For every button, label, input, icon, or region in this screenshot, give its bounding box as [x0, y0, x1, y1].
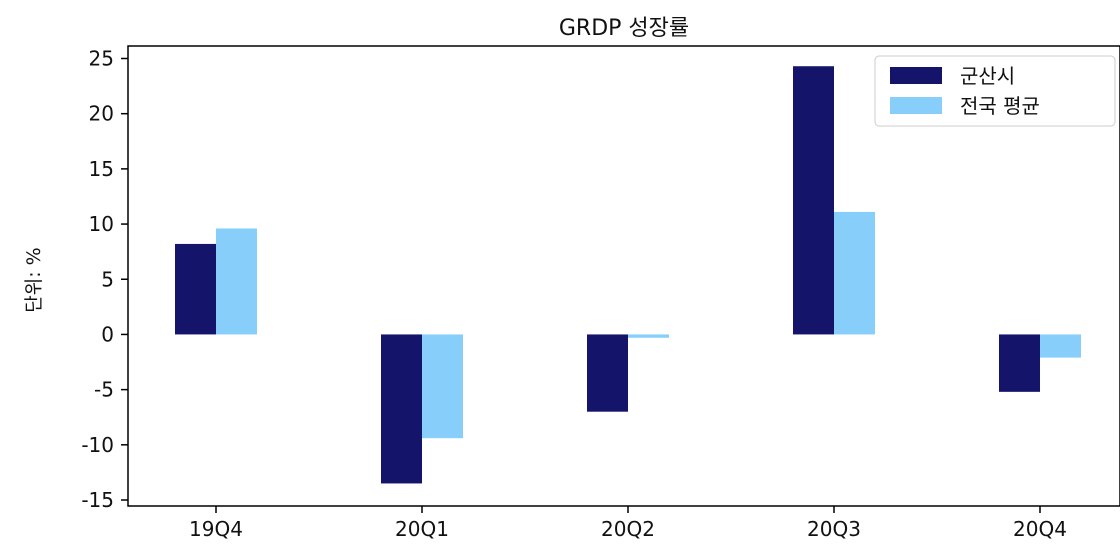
bar-gunsan-19Q4 [175, 243, 216, 335]
legend-swatch-gunsan [890, 67, 942, 84]
legend-label-national-average: 전국 평균 [960, 94, 1040, 118]
y-tick-label: 5 [101, 267, 114, 291]
y-axis-label: 단위: % [23, 247, 45, 312]
bar-national-average-20Q2 [628, 334, 669, 338]
bar-gunsan-20Q4 [999, 334, 1040, 392]
y-tick-label: -5 [94, 378, 114, 402]
bars-layer [175, 66, 1081, 484]
x-tick-label-20Q3: 20Q3 [807, 517, 861, 540]
x-tick-label-19Q4: 19Q4 [189, 517, 243, 540]
legend-label-gunsan: 군산시 [960, 64, 1015, 88]
legend-swatch-national-average [890, 97, 942, 114]
y-tick-label: 10 [89, 212, 114, 236]
y-tick-label: 15 [89, 157, 114, 181]
y-axis: 25 20 15 10 5 0 -5 -10 -15 [81, 47, 128, 512]
y-tick-label: 0 [101, 322, 114, 346]
bar-gunsan-20Q3 [793, 66, 834, 335]
y-tick-label: 25 [89, 47, 114, 71]
x-axis: 19Q4 20Q1 20Q2 20Q3 20Q4 [189, 506, 1067, 541]
bar-national-average-20Q4 [1040, 334, 1081, 358]
bar-gunsan-20Q1 [381, 334, 422, 484]
bar-national-average-19Q4 [216, 228, 257, 335]
x-tick-label-20Q2: 20Q2 [601, 517, 655, 540]
x-tick-label-20Q4: 20Q4 [1013, 517, 1067, 540]
y-tick-label: 20 [89, 102, 114, 126]
legend: 군산시 전국 평균 [874, 55, 1116, 127]
y-tick-label: -15 [81, 488, 114, 512]
bar-national-average-20Q3 [834, 211, 875, 335]
bar-national-average-20Q1 [422, 334, 463, 439]
x-tick-label-20Q1: 20Q1 [395, 517, 449, 540]
chart-title: GRDP 성장률 [559, 16, 689, 41]
y-tick-label: -10 [81, 433, 114, 457]
plot-frame [127, 45, 1120, 507]
bar-gunsan-20Q2 [587, 334, 628, 412]
